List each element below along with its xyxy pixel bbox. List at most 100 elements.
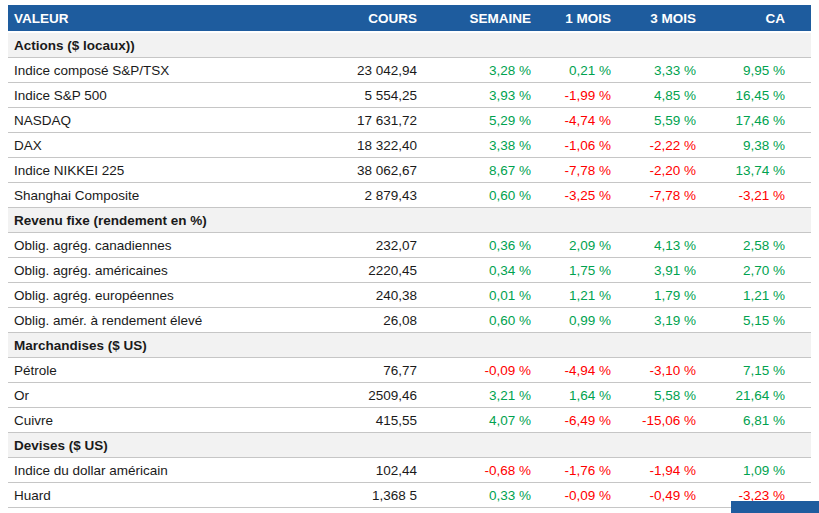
row-label: Oblig. amér. à rendement élevé <box>8 308 308 333</box>
cours-value: 102,44 <box>308 458 425 483</box>
section-title: Actions ($ locaux)) <box>8 32 811 58</box>
mois3-value: 3,33 % <box>619 58 704 83</box>
cours-value: 38 062,67 <box>308 158 425 183</box>
mois3-value: 3,19 % <box>619 308 704 333</box>
mois1-value: -4,94 % <box>539 358 619 383</box>
ca-value: 2,58 % <box>704 233 811 258</box>
mois1-value: -1,06 % <box>539 133 619 158</box>
row-label: Pétrole <box>8 358 308 383</box>
semaine-value: -0,68 % <box>425 458 539 483</box>
market-summary-table: VALEURCOURSSEMAINE1 MOIS3 MOISCA Actions… <box>8 5 811 513</box>
mois1-value: -1,99 % <box>539 83 619 108</box>
semaine-value: 8,67 % <box>425 158 539 183</box>
bottom-right-accent-bar <box>731 501 819 513</box>
mois1-value: -0,09 % <box>539 483 619 508</box>
mois3-value: 5,58 % <box>619 383 704 408</box>
semaine-value: 5,29 % <box>425 108 539 133</box>
mois3-value: 3,91 % <box>619 258 704 283</box>
semaine-value: 0,98 % <box>425 508 539 513</box>
row-label: Oblig. agrég. américaines <box>8 258 308 283</box>
ca-value: 7,15 % <box>704 358 811 383</box>
semaine-value: 3,38 % <box>425 133 539 158</box>
table-row: NASDAQ17 631,725,29 %-4,74 %5,59 %17,46 … <box>8 108 811 133</box>
semaine-value: 4,07 % <box>425 408 539 433</box>
row-label: Euro <box>8 508 308 513</box>
mois1-value: -1,76 % <box>539 458 619 483</box>
ca-value: 9,38 % <box>704 133 811 158</box>
mois3-value: 4,85 % <box>619 83 704 108</box>
table-row: Cuivre415,554,07 %-6,49 %-15,06 %6,81 % <box>8 408 811 433</box>
row-label: Oblig. agrég. canadiennes <box>8 233 308 258</box>
mois3-value: -7,78 % <box>619 183 704 208</box>
mois3-value: -3,10 % <box>619 358 704 383</box>
header-row: VALEURCOURSSEMAINE1 MOIS3 MOISCA <box>8 5 811 32</box>
mois1-value: -4,74 % <box>539 108 619 133</box>
table-row: Shanghai Composite2 879,430,60 %-3,25 %-… <box>8 183 811 208</box>
section-row: Devises ($ US) <box>8 433 811 458</box>
ca-value: 17,46 % <box>704 108 811 133</box>
ca-value: 13,74 % <box>704 158 811 183</box>
section-row: Actions ($ locaux)) <box>8 32 811 58</box>
row-label: Or <box>8 383 308 408</box>
table-row: Indice NIKKEI 22538 062,678,67 %-7,78 %-… <box>8 158 811 183</box>
cours-value: 232,07 <box>308 233 425 258</box>
semaine-value: 3,21 % <box>425 383 539 408</box>
ca-value: 21,64 % <box>704 383 811 408</box>
mois1-value: 1,75 % <box>539 258 619 283</box>
row-label: Indice NIKKEI 225 <box>8 158 308 183</box>
table-row: Or2509,463,21 %1,64 %5,58 %21,64 % <box>8 383 811 408</box>
table-row: Pétrole76,77-0,09 %-4,94 %-3,10 %7,15 % <box>8 358 811 383</box>
mois3-value: 4,13 % <box>619 233 704 258</box>
mois1-value: -6,49 % <box>539 408 619 433</box>
mois1-value: 1,15 % <box>539 508 619 513</box>
column-header-ca: CA <box>704 5 811 32</box>
cours-value: 2220,45 <box>308 258 425 283</box>
semaine-value: 0,60 % <box>425 308 539 333</box>
mois3-value: -15,06 % <box>619 408 704 433</box>
column-header-mois-1: 1 MOIS <box>539 5 619 32</box>
cours-value: 17 631,72 <box>308 108 425 133</box>
mois1-value: 1,64 % <box>539 383 619 408</box>
semaine-value: 0,36 % <box>425 233 539 258</box>
column-header-semaine: SEMAINE <box>425 5 539 32</box>
table-row: Euro0,907 10,98 %1,15 %1,44 %-0,13 % <box>8 508 811 513</box>
section-row: Revenu fixe (rendement en %) <box>8 208 811 233</box>
section-title: Revenu fixe (rendement en %) <box>8 208 811 233</box>
valeur-table: VALEURCOURSSEMAINE1 MOIS3 MOISCA Actions… <box>8 5 811 513</box>
row-label: Oblig. agrég. européennes <box>8 283 308 308</box>
section-title: Devises ($ US) <box>8 433 811 458</box>
row-label: Indice du dollar américain <box>8 458 308 483</box>
cours-value: 23 042,94 <box>308 58 425 83</box>
ca-value: 6,81 % <box>704 408 811 433</box>
table-row: Indice du dollar américain102,44-0,68 %-… <box>8 458 811 483</box>
table-row: Oblig. agrég. européennes240,380,01 %1,2… <box>8 283 811 308</box>
semaine-value: 0,60 % <box>425 183 539 208</box>
mois3-value: -0,49 % <box>619 483 704 508</box>
table-row: Oblig. agrég. canadiennes232,070,36 %2,0… <box>8 233 811 258</box>
cours-value: 1,368 5 <box>308 483 425 508</box>
table-row: Oblig. agrég. américaines2220,450,34 %1,… <box>8 258 811 283</box>
table-row: Huard1,368 50,33 %-0,09 %-0,49 %-3,23 % <box>8 483 811 508</box>
row-label: Cuivre <box>8 408 308 433</box>
cours-value: 26,08 <box>308 308 425 333</box>
row-label: DAX <box>8 133 308 158</box>
ca-value: 2,70 % <box>704 258 811 283</box>
row-label: Shanghai Composite <box>8 183 308 208</box>
semaine-value: 0,34 % <box>425 258 539 283</box>
mois3-value: -2,22 % <box>619 133 704 158</box>
semaine-value: 3,93 % <box>425 83 539 108</box>
cours-value: 240,38 <box>308 283 425 308</box>
ca-value: -3,21 % <box>704 183 811 208</box>
table-row: Oblig. amér. à rendement élevé26,080,60 … <box>8 308 811 333</box>
ca-value: 5,15 % <box>704 308 811 333</box>
cours-value: 76,77 <box>308 358 425 383</box>
section-row: Marchandises ($ US) <box>8 333 811 358</box>
mois1-value: -3,25 % <box>539 183 619 208</box>
cours-value: 18 322,40 <box>308 133 425 158</box>
column-header-cours: COURS <box>308 5 425 32</box>
semaine-value: 0,01 % <box>425 283 539 308</box>
ca-value: 1,09 % <box>704 458 811 483</box>
cours-value: 415,55 <box>308 408 425 433</box>
row-label: Indice composé S&P/TSX <box>8 58 308 83</box>
row-label: Indice S&P 500 <box>8 83 308 108</box>
